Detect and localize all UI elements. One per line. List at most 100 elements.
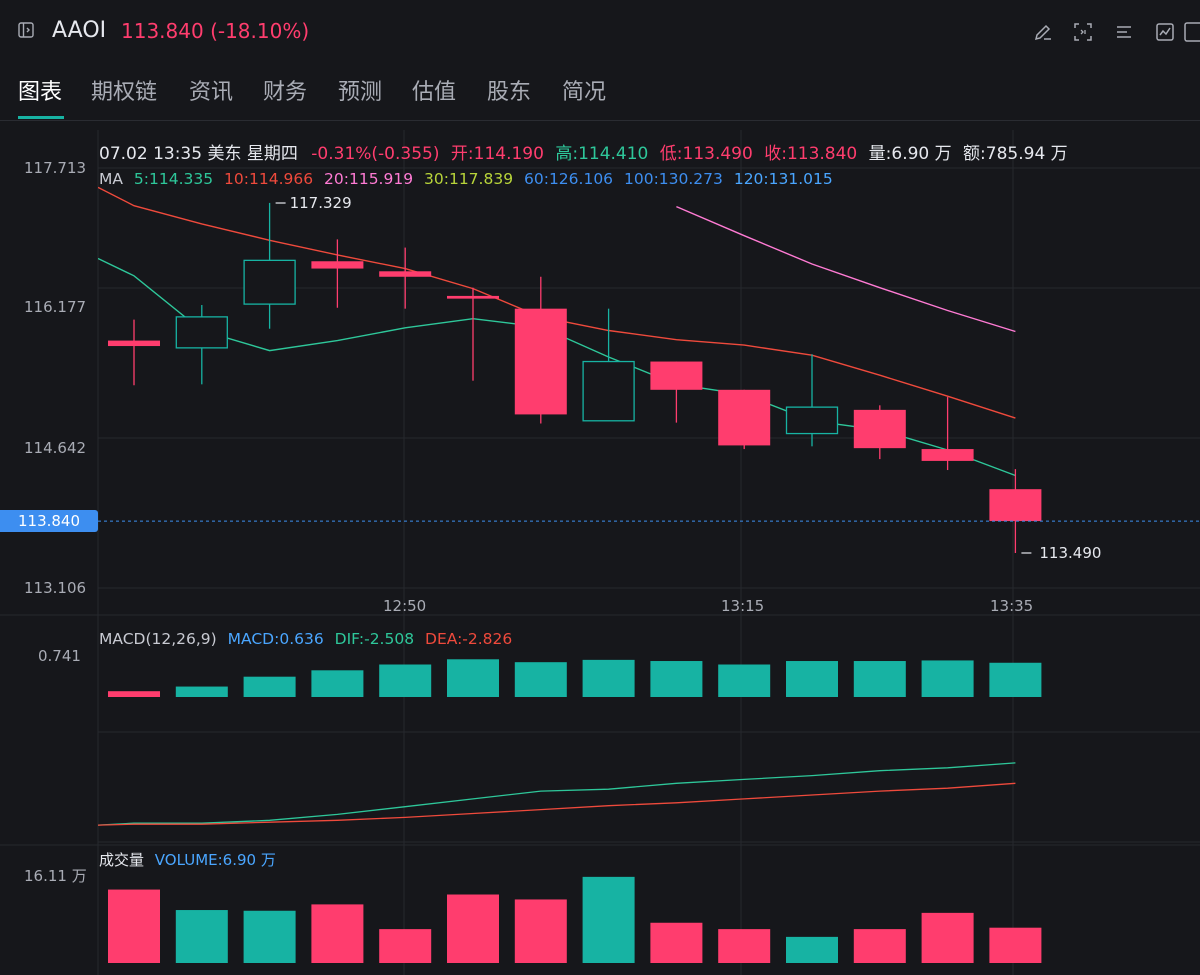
info-close: 收:113.840 — [764, 144, 858, 164]
volume-bar — [311, 904, 364, 963]
chart-settings-icon[interactable] — [1154, 21, 1176, 43]
macd-bar — [853, 661, 906, 697]
info-low: 低:113.490 — [659, 144, 753, 164]
tab-shareholders[interactable]: 股东 — [487, 80, 532, 105]
more-icon[interactable] — [1183, 21, 1200, 43]
candle-body — [650, 361, 703, 390]
volume-bar — [853, 929, 906, 963]
indicator-list-icon[interactable] — [1113, 21, 1135, 43]
price-axis-label: 113.106 — [24, 579, 87, 597]
macd-histogram — [108, 659, 1042, 697]
candle-body — [853, 409, 906, 449]
volume-bar — [786, 936, 838, 963]
candle-body — [243, 259, 296, 305]
active-tab-indicator — [18, 116, 64, 119]
ticker-symbol: AAOI — [52, 18, 107, 43]
ohlc-info-bar: 07.02 13:35 美东 星期四 -0.31%(-0.355) 开:114.… — [99, 139, 1068, 164]
header-bar: AAOI 113.840 (-18.10%) — [0, 0, 1200, 64]
info-high: 高:114.410 — [555, 144, 649, 164]
volume-bar — [582, 876, 635, 963]
volume-bar — [989, 927, 1042, 963]
ma-info-bar: MA 5:114.335 10:114.966 20:115.919 30:11… — [99, 170, 833, 188]
current-price-tag: 113.840 — [0, 510, 98, 532]
info-volume: 量:6.90 万 — [868, 144, 952, 164]
price-axis-label: 117.713 — [24, 159, 87, 177]
volume-info-bar: 成交量 VOLUME:6.90 万 — [99, 849, 276, 870]
macd-bar — [650, 661, 703, 697]
tab-news[interactable]: 资讯 — [189, 80, 234, 105]
candle-body — [514, 308, 567, 415]
tab-financials[interactable]: 财务 — [263, 80, 308, 105]
high-annotation: 117.329 — [290, 194, 352, 212]
candle-body — [447, 295, 499, 299]
candle-body — [379, 271, 432, 277]
fullscreen-icon[interactable] — [1072, 21, 1094, 43]
candle-body — [175, 316, 228, 349]
macd-bar — [718, 664, 771, 697]
dea-line — [97, 782, 1016, 826]
candle-body — [785, 406, 839, 435]
time-axis-label: 13:15 — [721, 597, 765, 615]
volume-bar — [718, 929, 771, 963]
volume-bar — [447, 894, 499, 963]
macd-label: MACD(12,26,9) — [99, 630, 217, 648]
candle-body — [718, 389, 771, 446]
ma30-value: 30:117.839 — [424, 170, 514, 188]
ma20-line — [676, 205, 1016, 333]
volume-axis-label: 16.11 万 — [24, 867, 87, 885]
candle-body — [108, 340, 160, 347]
macd-bar — [989, 662, 1042, 697]
candle-body — [582, 360, 635, 422]
macd-value: MACD:0.636 — [227, 630, 324, 648]
volume-value: VOLUME:6.90 万 — [154, 851, 276, 869]
price-change: 113.840 (-18.10%) — [121, 19, 310, 43]
macd-bar — [447, 659, 499, 697]
volume-label: 成交量 — [99, 851, 145, 869]
macd-bar — [379, 664, 432, 697]
candle-body — [989, 489, 1042, 522]
ma60-value: 60:126.106 — [524, 170, 614, 188]
macd-bar — [582, 659, 635, 697]
tab-valuation[interactable]: 估值 — [412, 80, 457, 105]
draw-icon[interactable] — [1032, 21, 1054, 43]
volume-bar — [921, 912, 974, 963]
dea-value: DEA:-2.826 — [425, 630, 513, 648]
volume-bar — [243, 910, 296, 963]
macd-bar — [108, 691, 160, 697]
macd-bar — [786, 661, 838, 697]
time-axis-label: 13:35 — [990, 597, 1034, 615]
low-annotation: 113.490 — [1039, 544, 1101, 562]
info-open: 开:114.190 — [450, 144, 544, 164]
macd-bar — [514, 662, 567, 697]
volume-bar — [175, 910, 228, 963]
macd-bar — [921, 660, 974, 697]
ma10-value: 10:114.966 — [224, 170, 314, 188]
volume-bar — [108, 889, 160, 963]
ma120-value: 120:131.015 — [733, 170, 833, 188]
tab-chart[interactable]: 图表 — [18, 80, 63, 105]
ma100-value: 100:130.273 — [623, 170, 723, 188]
candlesticks — [108, 202, 1042, 553]
info-change: -0.31%(-0.355) — [311, 144, 440, 164]
macd-bar — [311, 670, 364, 697]
candle-body — [921, 449, 974, 461]
tab-profile[interactable]: 简况 — [562, 80, 607, 105]
price-axis-label: 116.177 — [24, 298, 87, 316]
ma20-value: 20:115.919 — [324, 170, 414, 188]
volume-bar — [650, 922, 703, 963]
volume-bar — [379, 929, 432, 963]
volume-bar — [514, 899, 567, 963]
info-datetime: 07.02 13:35 美东 星期四 — [99, 144, 298, 164]
price-axis-label: 114.642 — [24, 439, 87, 457]
tab-forecast[interactable]: 预测 — [338, 80, 383, 105]
sidebar-toggle-icon[interactable] — [18, 22, 34, 38]
volume-bars — [108, 876, 1042, 963]
macd-bar — [175, 686, 228, 697]
candle-body — [311, 261, 364, 269]
ma5-value: 5:114.335 — [133, 170, 214, 188]
dif-value: DIF:-2.508 — [334, 630, 415, 648]
chart-overlays: 117.329 113.490 — [98, 194, 1200, 562]
macd-axis-label: 0.741 — [38, 647, 81, 665]
tab-options-chain[interactable]: 期权链 — [91, 80, 158, 105]
